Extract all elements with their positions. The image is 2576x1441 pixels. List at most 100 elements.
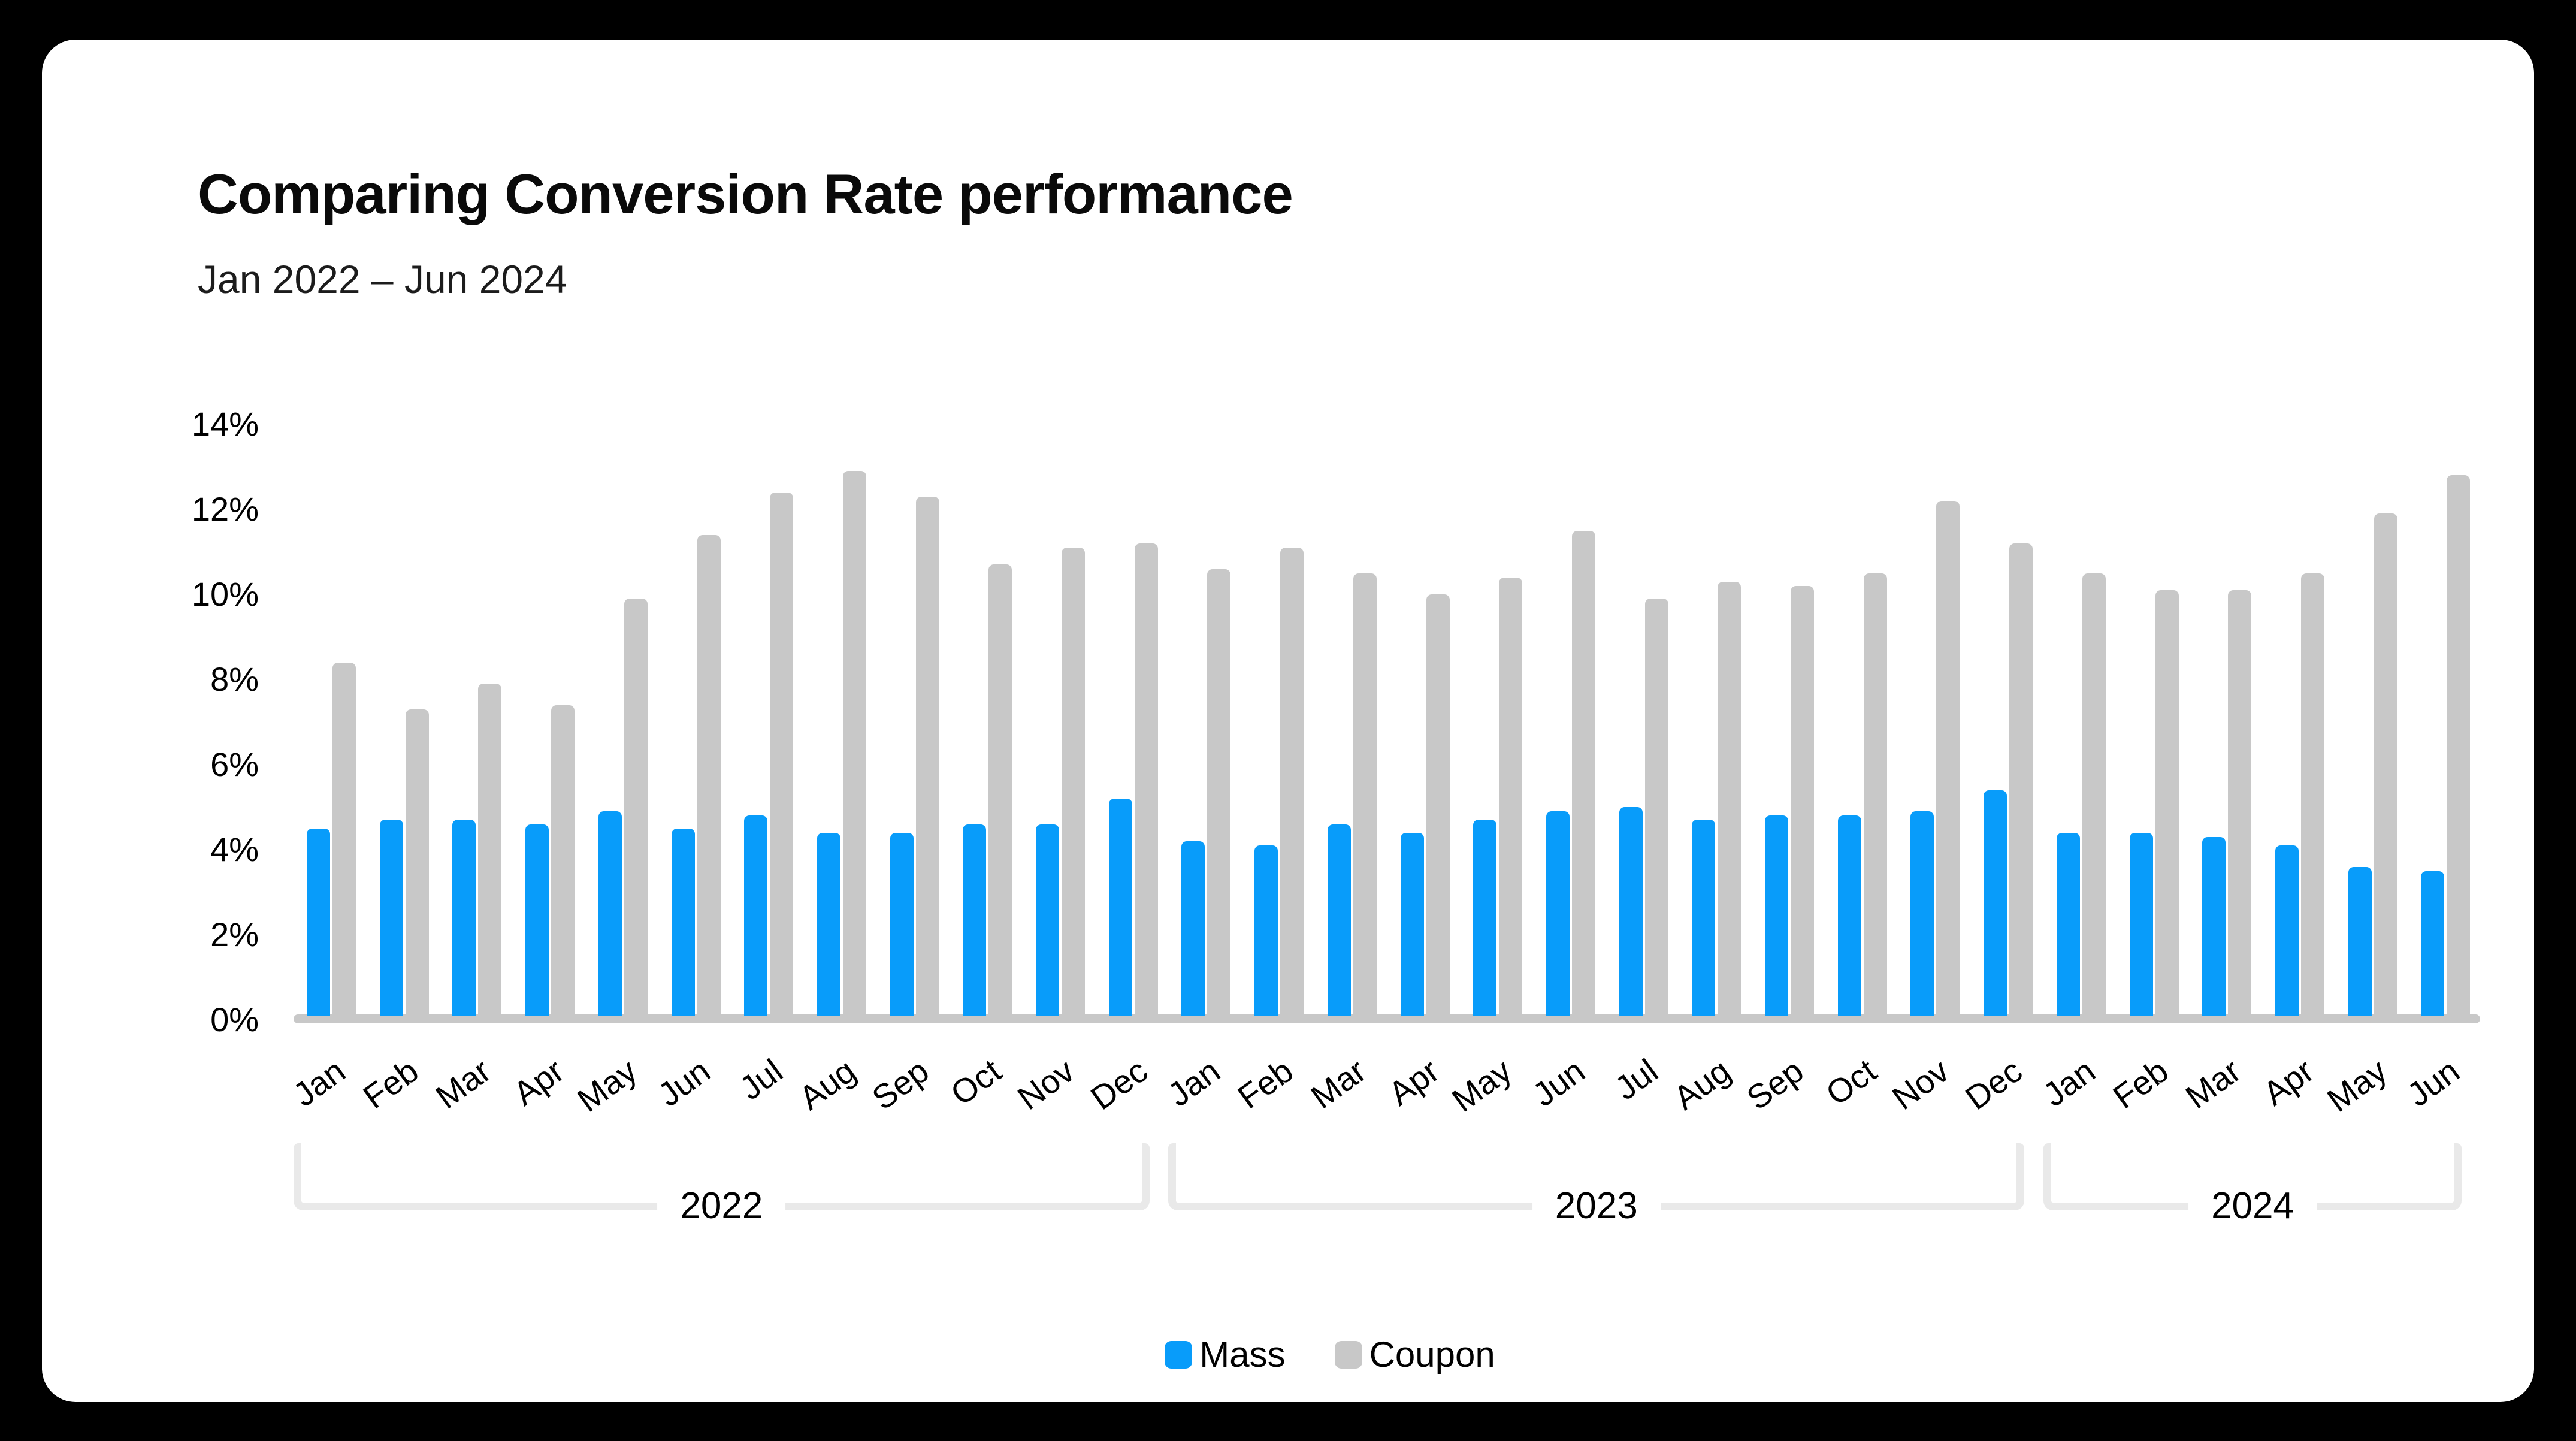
year-label-2024: 2024	[2188, 1183, 2317, 1229]
x-axis-month-label: Sep	[864, 1051, 936, 1117]
bar-mass-2023-Jul	[1619, 807, 1643, 1016]
year-label-2022: 2022	[657, 1183, 786, 1229]
bar-coupon-2024-Jan	[2082, 573, 2106, 1016]
x-axis-month-label: Apr	[506, 1051, 571, 1113]
bar-coupon-2022-Jun	[697, 534, 721, 1016]
y-axis-tick-label: 4%	[210, 830, 259, 868]
x-axis-baseline	[294, 1014, 2480, 1023]
bar-coupon-2024-Feb	[2155, 590, 2179, 1016]
bar-coupon-2023-Dec	[2009, 543, 2033, 1016]
bar-coupon-2023-Jan	[1207, 569, 1231, 1016]
x-axis-month-label: Jul	[732, 1051, 790, 1107]
bar-mass-2023-Aug	[1692, 820, 1716, 1016]
year-bracket-2023: 2023	[1168, 1143, 2025, 1229]
x-axis-month-label: Dec	[1958, 1051, 2029, 1117]
x-axis-month-label: May	[570, 1051, 644, 1119]
x-axis-month-label: May	[1445, 1051, 1519, 1119]
y-axis-tick-label: 6%	[210, 745, 259, 783]
legend-swatch-coupon	[1334, 1340, 1362, 1369]
bar-mass-2023-Oct	[1837, 815, 1861, 1016]
bar-coupon-2023-Sep	[1791, 585, 1814, 1016]
x-axis-month-label: Jul	[1607, 1051, 1665, 1107]
bar-mass-2022-Feb	[379, 820, 403, 1016]
bar-coupon-2022-May	[624, 599, 648, 1016]
bar-coupon-2023-Feb	[1280, 548, 1304, 1016]
x-axis-month-label: Sep	[1740, 1051, 1810, 1117]
year-bracket-2022: 2022	[294, 1143, 1150, 1229]
bar-coupon-2023-Nov	[1936, 500, 1960, 1016]
bar-coupon-2022-Nov	[1062, 548, 1085, 1016]
year-bracket-2024: 2024	[2043, 1143, 2462, 1229]
bar-coupon-2023-May	[1499, 577, 1523, 1016]
bar-coupon-2022-Dec	[1134, 543, 1158, 1016]
bar-mass-2022-Apr	[525, 824, 549, 1016]
bar-mass-2022-Sep	[890, 832, 914, 1016]
bar-mass-2024-Jun	[2421, 871, 2445, 1016]
y-axis-tick-label: 2%	[210, 916, 259, 953]
bar-mass-2022-Jun	[671, 828, 695, 1016]
bar-mass-2022-Jan	[307, 828, 330, 1016]
legend-swatch-mass	[1165, 1340, 1193, 1369]
bar-mass-2023-Jun	[1546, 811, 1570, 1016]
bar-coupon-2024-Jun	[2447, 475, 2471, 1016]
bar-mass-2023-Mar	[1327, 824, 1351, 1016]
bar-mass-2023-Dec	[1984, 790, 2007, 1016]
legend-item-coupon[interactable]: Coupon	[1334, 1334, 1495, 1375]
bar-coupon-2023-Apr	[1426, 594, 1450, 1016]
x-axis-month-label: Jan	[286, 1051, 352, 1114]
bar-coupon-2023-Oct	[1863, 573, 1887, 1016]
bar-coupon-2023-Jul	[1644, 599, 1668, 1016]
x-axis-month-label: Apr	[2256, 1051, 2321, 1113]
y-axis-tick-label: 10%	[191, 575, 259, 613]
bar-coupon-2022-Oct	[988, 564, 1012, 1016]
year-label-2023: 2023	[1532, 1183, 1661, 1229]
x-axis-month-label: Jun	[2400, 1051, 2466, 1114]
x-axis-month-label: Mar	[429, 1051, 498, 1116]
bar-mass-2024-Jan	[2056, 832, 2080, 1016]
bar-mass-2024-Feb	[2129, 832, 2153, 1016]
bar-coupon-2024-Mar	[2228, 590, 2252, 1016]
bar-mass-2023-May	[1473, 820, 1497, 1016]
x-axis-month-label: Nov	[1011, 1051, 1081, 1117]
bar-coupon-2022-Aug	[842, 471, 866, 1016]
legend-label-mass: Mass	[1199, 1334, 1286, 1374]
bar-coupon-2022-Apr	[551, 705, 575, 1016]
bar-coupon-2022-Jan	[332, 662, 356, 1016]
bar-coupon-2022-Jul	[770, 492, 794, 1016]
bar-coupon-2023-Aug	[1718, 581, 1741, 1016]
bar-coupon-2022-Mar	[478, 684, 502, 1016]
bar-mass-2022-Oct	[963, 824, 987, 1016]
bar-mass-2022-Aug	[817, 832, 840, 1016]
x-axis-month-label: May	[2320, 1051, 2394, 1119]
x-axis-month-label: Oct	[1818, 1051, 1883, 1113]
y-axis-tick-label: 0%	[210, 1001, 259, 1038]
bar-mass-2023-Jan	[1181, 841, 1205, 1016]
chart-subtitle: Jan 2022 – Jun 2024	[198, 257, 567, 301]
bar-mass-2022-May	[598, 811, 622, 1016]
bar-mass-2024-Apr	[2275, 845, 2299, 1016]
bar-mass-2023-Sep	[1765, 815, 1788, 1016]
x-axis-month-label: Jan	[1160, 1051, 1227, 1114]
legend-item-mass[interactable]: Mass	[1165, 1334, 1286, 1375]
bar-mass-2022-Jul	[744, 815, 768, 1016]
x-axis-month-label: Feb	[2106, 1051, 2175, 1116]
bar-coupon-2023-Mar	[1353, 573, 1377, 1016]
x-axis-month-label: Jun	[1525, 1051, 1592, 1114]
legend-label-coupon: Coupon	[1369, 1334, 1495, 1374]
bar-coupon-2022-Feb	[405, 709, 429, 1016]
bar-coupon-2024-May	[2374, 513, 2397, 1016]
x-axis-month-label: Jun	[651, 1051, 717, 1114]
bar-mass-2024-May	[2348, 866, 2372, 1016]
x-axis-month-label: Jan	[2036, 1051, 2102, 1114]
x-axis-month-label: Aug	[1667, 1051, 1737, 1117]
x-axis-month-label: Mar	[2178, 1051, 2248, 1116]
y-axis-tick-label: 12%	[191, 490, 259, 528]
bar-mass-2023-Apr	[1400, 832, 1424, 1016]
bar-coupon-2022-Sep	[915, 496, 939, 1016]
x-axis-month-label: Nov	[1885, 1051, 1957, 1117]
y-axis-tick-label: 8%	[210, 660, 259, 698]
legend: Mass Coupon	[84, 1334, 2576, 1375]
bar-mass-2022-Dec	[1108, 798, 1132, 1016]
bar-mass-2022-Nov	[1036, 824, 1059, 1016]
